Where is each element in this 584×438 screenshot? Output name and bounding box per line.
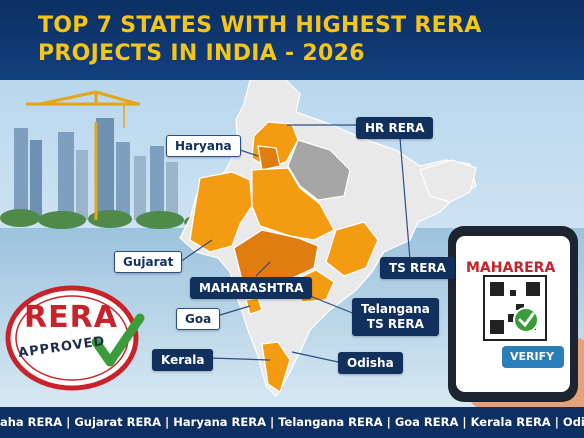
title-line-1: TOP 7 STATES WITH HIGHEST RERA [38,13,482,38]
phone-app-title: MAHARERA [466,260,556,276]
state-central [251,167,335,241]
label-ts-rera: TS RERA [380,257,455,279]
footer-banner: laha RERA | Gujarat RERA | Haryana RERA … [0,407,584,438]
rera-stamp-graphic [5,285,145,391]
construction-crane [26,90,140,220]
verified-icon [513,307,539,333]
state-grey-up [287,139,351,201]
stamp-word-approved: APPROVED [17,333,107,362]
city-skyline [14,118,178,220]
state-northeast [419,159,477,203]
state-odisha [325,221,379,277]
verify-button-shape [502,346,564,368]
label-kerala: Kerala [152,349,214,371]
label-gujarat: Gujarat [114,251,183,273]
label-haryana: Haryana [166,135,241,157]
label-odisha: Odisha [338,352,403,374]
header-banner: TOP 7 STATES WITH HIGHEST RERA PROJECTS … [0,0,584,80]
scene: HR RERA Haryana Gujarat MAHARASHTRA Goa … [0,80,584,407]
page-title: TOP 7 STATES WITH HIGHEST RERA PROJECTS … [38,12,558,68]
phone-verify-button[interactable]: VERIFY [510,350,555,363]
phone-graphic [448,226,584,407]
rera-stamp: RERA APPROVED [6,278,138,384]
state-haryana-dark [257,145,281,171]
label-telangana-name: Telangana [361,302,430,316]
label-maharashtra: MAHARASHTRA [190,277,313,299]
title-line-2: PROJECTS IN INDIA - 2026 [38,41,365,66]
label-telangana: Telangana TS RERA [352,298,439,336]
label-goa: Goa [176,308,221,330]
label-hr-rera: HR RERA [356,117,434,139]
state-kerala [261,341,291,393]
label-telangana-rera: TS RERA [366,317,424,331]
check-mark-icon [91,313,145,367]
scene-graphic [0,80,584,407]
footer-text: laha RERA | Gujarat RERA | Haryana RERA … [0,415,584,429]
state-gujarat [189,171,253,253]
stamp-word-rera: RERA [24,300,118,335]
